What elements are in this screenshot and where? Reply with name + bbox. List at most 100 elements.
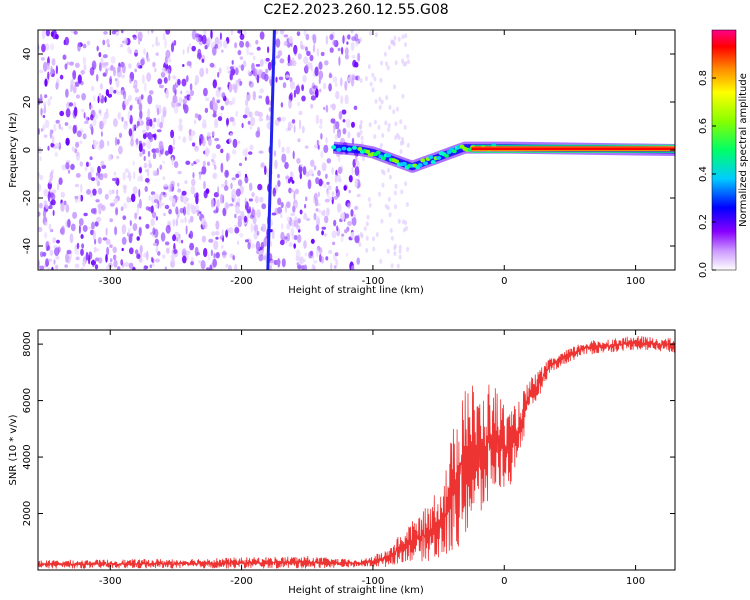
spectrogram-noise-cell bbox=[191, 163, 194, 166]
spectrogram-noise-cell bbox=[180, 239, 184, 244]
spectrogram-noise-cell bbox=[387, 123, 391, 128]
spectrogram-noise-cell bbox=[317, 208, 321, 214]
spectrogram-noise-cell bbox=[89, 105, 93, 109]
spectrogram-noise-cell bbox=[393, 35, 397, 41]
spectrogram-noise-cell bbox=[170, 42, 175, 53]
spectrogram-carrier-blob bbox=[386, 153, 392, 158]
spectrogram-noise-cell bbox=[359, 78, 363, 84]
spectrogram-noise-cell bbox=[400, 189, 404, 195]
spectrogram-noise-cell bbox=[336, 225, 339, 232]
spectrogram-noise-cell bbox=[345, 252, 349, 257]
spectrogram-noise-cell bbox=[401, 219, 405, 225]
spectrogram-noise-cell bbox=[221, 228, 224, 239]
spectrogram-noise-cell bbox=[307, 179, 312, 190]
spectrogram-noise-cell bbox=[256, 46, 261, 51]
spectrogram-noise-cell bbox=[234, 263, 238, 270]
spectrogram-noise-cell bbox=[182, 255, 187, 264]
spectrogram-noise-cell bbox=[313, 212, 317, 221]
spectrogram-noise-cell bbox=[77, 74, 82, 84]
spectrogram-noise-cell bbox=[99, 120, 104, 130]
spectrogram-noise-cell bbox=[191, 30, 197, 40]
spectrogram-noise-cell bbox=[237, 197, 241, 203]
spectrogram-noise-cell bbox=[277, 206, 283, 214]
spectrogram-noise-cell bbox=[278, 138, 281, 149]
spectrogram-noise-cell bbox=[248, 182, 253, 191]
spectrogram-noise-cell bbox=[367, 197, 371, 203]
spectrogram-noise-cell bbox=[72, 124, 77, 134]
spectrogram-noise-cell bbox=[206, 267, 210, 270]
spectrogram-noise-cell bbox=[116, 155, 120, 160]
spectrogram-noise-cell bbox=[158, 140, 164, 151]
spectrogram-noise-cell bbox=[249, 144, 254, 151]
spectrogram-noise-cell bbox=[76, 130, 82, 138]
spectrogram-noise-cell bbox=[214, 36, 220, 46]
spectrogram-noise-cell bbox=[301, 95, 306, 102]
spectrogram-noise-cell bbox=[401, 136, 404, 142]
spectrogram-noise-cell bbox=[199, 138, 202, 147]
spectrogram-noise-cell bbox=[140, 94, 144, 100]
spectrogram-noise-cell bbox=[58, 123, 61, 130]
spectrogram-noise-cell bbox=[48, 196, 51, 202]
spectrogram-noise-cell bbox=[114, 254, 117, 261]
spectrogram-noise-cell bbox=[122, 215, 127, 220]
spectrogram-noise-cell bbox=[164, 204, 170, 210]
spectrogram-noise-cell bbox=[388, 174, 392, 180]
spectrogram-noise-cell bbox=[178, 135, 181, 140]
spectrogram-noise-cell bbox=[320, 132, 323, 140]
spectrogram-noise-cell bbox=[225, 263, 229, 268]
spectrogram-noise-cell bbox=[315, 248, 319, 258]
spectrogram-noise-cell bbox=[281, 146, 285, 153]
spectrogram-noise-cell bbox=[181, 190, 187, 196]
spectrogram-noise-cell bbox=[275, 76, 278, 83]
spectrogram-noise-cell bbox=[168, 208, 172, 215]
spectrogram-noise-cell bbox=[143, 48, 146, 56]
spectrogram-noise-cell bbox=[258, 250, 264, 255]
spectrogram-noise-cell bbox=[152, 262, 155, 268]
spectrogram-noise-cell bbox=[405, 225, 408, 231]
spectrogram-noise-cell bbox=[252, 90, 256, 101]
spectrogram-noise-cell bbox=[337, 166, 343, 174]
spectrogram-noise-cell bbox=[107, 93, 113, 98]
spectrogram-noise-cell bbox=[355, 154, 358, 162]
spectrogram-noise-cell bbox=[303, 240, 307, 249]
spectrogram-noise-cell bbox=[380, 99, 384, 105]
spectrogram-noise-cell bbox=[124, 262, 130, 267]
spectrogram-noise-cell bbox=[387, 167, 390, 173]
spectrogram-noise-cell bbox=[184, 180, 188, 185]
spectrogram-noise-cell bbox=[196, 52, 202, 60]
spectrogram-noise-cell bbox=[290, 81, 295, 85]
spectrogram-noise-cell bbox=[137, 175, 142, 182]
spectrogram-noise-cell bbox=[170, 129, 175, 139]
spectrogram-noise-cell bbox=[354, 33, 359, 42]
spectrogram-noise-cell bbox=[164, 241, 170, 246]
spectrogram-noise-cell bbox=[397, 135, 401, 141]
spectrogram-noise-cell bbox=[44, 221, 48, 227]
spectrogram-noise-cell bbox=[254, 110, 260, 117]
spectrogram-noise-cell bbox=[404, 61, 408, 67]
spectrogram-noise-cell bbox=[302, 74, 307, 83]
spectrogram-noise-cell bbox=[310, 103, 314, 109]
spectrogram-noise-cell bbox=[184, 95, 188, 99]
spectrogram-noise-cell bbox=[229, 203, 234, 207]
spectrogram-noise-cell bbox=[394, 60, 398, 66]
spectrogram-noise-cell bbox=[237, 218, 242, 228]
spectrogram-noise-cell bbox=[97, 237, 102, 244]
spectrogram-noise-cell bbox=[186, 75, 189, 83]
spectrogram-carrier-blob bbox=[444, 153, 449, 158]
spectrogram-noise-cell bbox=[291, 232, 295, 241]
spectrogram-noise-cell bbox=[129, 78, 132, 84]
spectrogram-noise-cell bbox=[404, 181, 408, 187]
spectrogram-noise-cell bbox=[191, 45, 196, 52]
spectrogram-noise-cell bbox=[354, 166, 360, 177]
spectrogram-noise-cell bbox=[121, 224, 127, 235]
spectrogram-carrier-blob bbox=[436, 156, 442, 160]
spectrogram-noise-cell bbox=[283, 41, 288, 47]
spectrogram-noise-cell bbox=[78, 218, 84, 226]
spectrogram-noise-cell bbox=[139, 109, 143, 120]
spectrogram-noise-cell bbox=[55, 65, 59, 75]
spectrogram-noise-cell bbox=[48, 223, 52, 232]
spectrogram-noise-cell bbox=[186, 210, 190, 216]
spectrogram-noise-cell bbox=[104, 193, 109, 200]
spectrogram-noise-cell bbox=[250, 83, 254, 88]
spectrogram-noise-cell bbox=[320, 210, 325, 216]
